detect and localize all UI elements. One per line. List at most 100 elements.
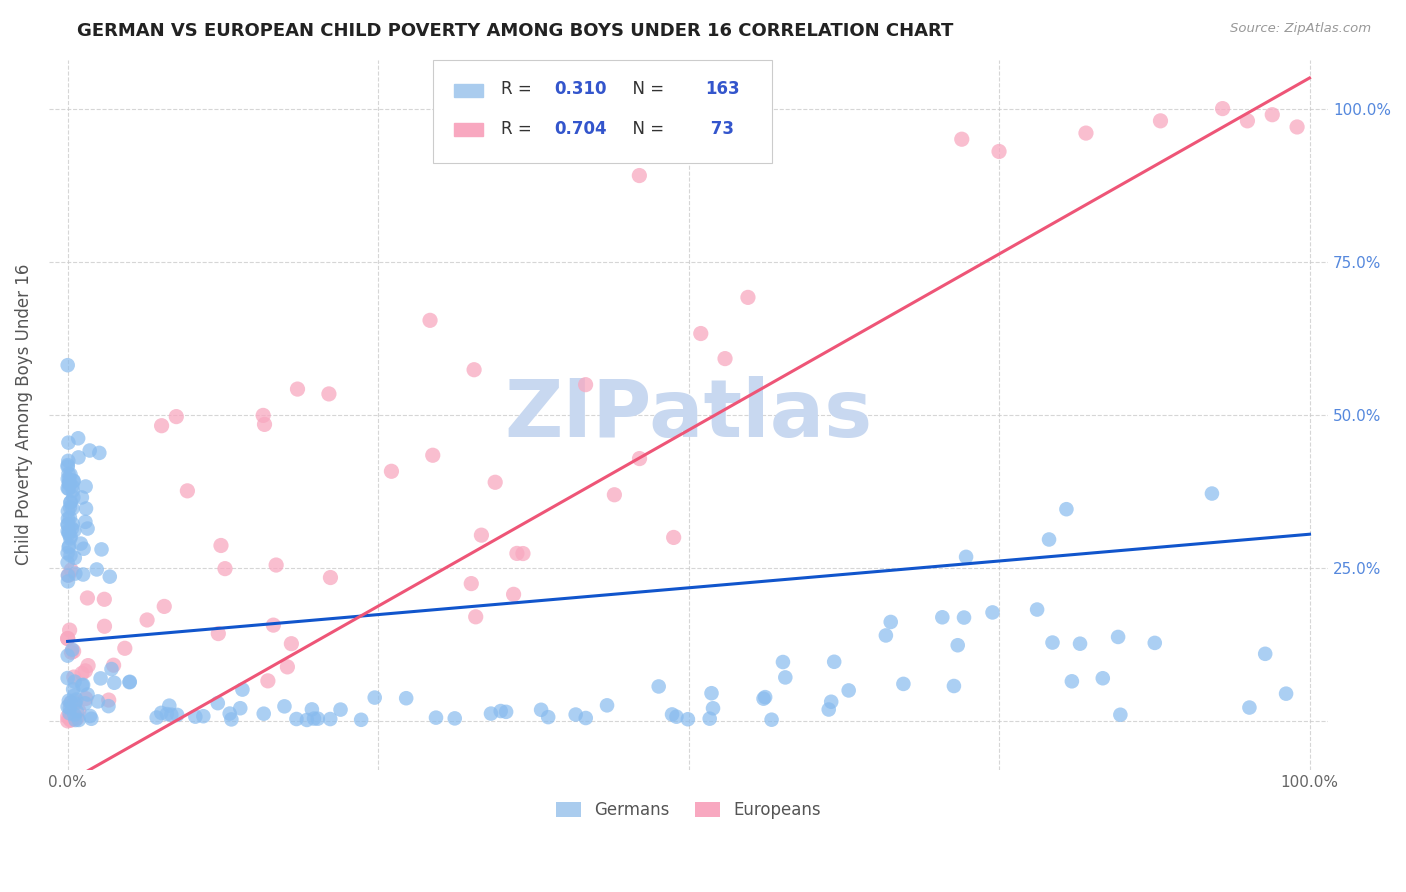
Text: 163: 163 bbox=[706, 80, 740, 98]
Point bbox=[596, 698, 619, 713]
Point bbox=[262, 618, 284, 632]
Point bbox=[229, 701, 252, 715]
Point bbox=[772, 655, 794, 669]
Point bbox=[58, 526, 80, 541]
Point bbox=[93, 619, 115, 633]
Point bbox=[506, 546, 529, 560]
Point bbox=[953, 610, 976, 624]
Point bbox=[58, 454, 80, 468]
Point bbox=[463, 362, 485, 376]
Point bbox=[62, 491, 84, 505]
Text: ZIPatlas: ZIPatlas bbox=[505, 376, 873, 454]
Point bbox=[58, 568, 80, 582]
Point bbox=[56, 546, 79, 560]
Point bbox=[58, 435, 80, 450]
Point bbox=[301, 702, 323, 716]
Point bbox=[700, 686, 723, 700]
Point bbox=[58, 524, 80, 539]
Point bbox=[76, 688, 98, 702]
Point bbox=[628, 169, 651, 183]
Point bbox=[63, 670, 86, 684]
Point bbox=[295, 713, 318, 727]
Point bbox=[56, 458, 79, 472]
Point bbox=[56, 648, 79, 663]
Point bbox=[575, 711, 598, 725]
Point bbox=[98, 569, 121, 583]
Point bbox=[221, 712, 243, 726]
Point bbox=[75, 664, 97, 678]
Point bbox=[364, 690, 387, 705]
Point bbox=[422, 448, 444, 462]
Point bbox=[574, 377, 596, 392]
Point bbox=[253, 417, 276, 432]
Point bbox=[285, 712, 308, 726]
Point bbox=[231, 682, 253, 697]
Point bbox=[628, 451, 651, 466]
Point bbox=[479, 706, 502, 721]
Point bbox=[56, 517, 79, 532]
Point bbox=[253, 706, 276, 721]
Point bbox=[60, 521, 83, 535]
Point bbox=[1254, 647, 1277, 661]
Text: 73: 73 bbox=[706, 120, 734, 137]
Point bbox=[60, 642, 83, 657]
Point bbox=[273, 699, 295, 714]
Point bbox=[136, 613, 159, 627]
Point bbox=[58, 541, 80, 555]
Point bbox=[754, 690, 776, 705]
Point bbox=[69, 536, 91, 550]
Point bbox=[880, 615, 903, 629]
Point bbox=[62, 682, 84, 697]
Point bbox=[280, 637, 302, 651]
Point bbox=[752, 691, 775, 706]
Point bbox=[56, 632, 79, 646]
Point bbox=[307, 712, 329, 726]
Point bbox=[775, 670, 797, 684]
Point bbox=[350, 713, 373, 727]
Point bbox=[59, 467, 82, 482]
Point bbox=[62, 516, 84, 531]
Point bbox=[114, 641, 136, 656]
Point bbox=[419, 313, 441, 327]
Point bbox=[67, 713, 90, 727]
Point bbox=[56, 511, 79, 525]
Point bbox=[931, 610, 953, 624]
FancyBboxPatch shape bbox=[454, 123, 482, 136]
Point bbox=[318, 387, 340, 401]
Point bbox=[676, 712, 699, 726]
Point bbox=[823, 655, 845, 669]
Point bbox=[1054, 502, 1077, 516]
Point bbox=[875, 628, 897, 642]
Point bbox=[56, 459, 79, 474]
Point bbox=[65, 692, 87, 706]
Point bbox=[276, 660, 298, 674]
Point bbox=[1074, 126, 1097, 140]
Point bbox=[89, 446, 111, 460]
Point bbox=[60, 479, 83, 493]
Point bbox=[103, 675, 125, 690]
Point bbox=[56, 699, 79, 714]
Point bbox=[329, 703, 352, 717]
Point bbox=[59, 532, 82, 546]
Text: R =: R = bbox=[501, 80, 537, 98]
Point bbox=[60, 645, 83, 659]
Point bbox=[63, 674, 86, 689]
Point bbox=[62, 474, 84, 488]
Point bbox=[66, 705, 89, 719]
Point bbox=[1239, 700, 1261, 714]
Point bbox=[80, 712, 103, 726]
Point bbox=[1201, 486, 1223, 500]
Point bbox=[661, 707, 683, 722]
Point bbox=[59, 712, 82, 726]
Point bbox=[319, 570, 342, 584]
Point bbox=[118, 675, 141, 690]
Text: R =: R = bbox=[501, 120, 537, 137]
Point bbox=[56, 632, 79, 646]
Point bbox=[1069, 637, 1091, 651]
Point bbox=[75, 501, 97, 516]
Point bbox=[218, 706, 240, 721]
Point bbox=[59, 623, 82, 637]
Point bbox=[702, 701, 724, 715]
Point bbox=[893, 677, 915, 691]
Point bbox=[60, 563, 83, 577]
